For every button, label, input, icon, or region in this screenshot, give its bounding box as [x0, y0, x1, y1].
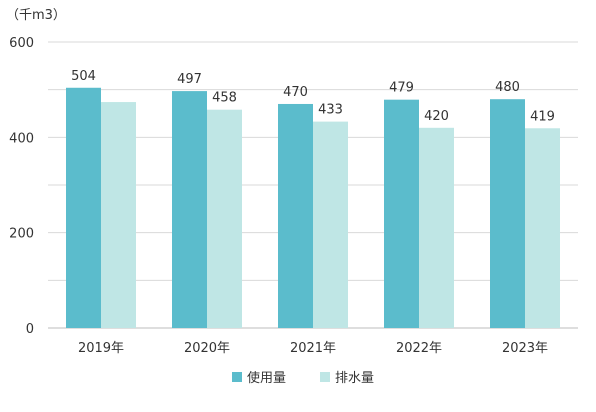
legend-swatch-使用量: [232, 372, 242, 382]
y-tick-label: 0: [26, 322, 34, 337]
y-tick-label: 200: [9, 227, 34, 242]
x-category-label: 2023年: [502, 341, 548, 356]
x-category-label: 2022年: [396, 341, 442, 356]
data-label: 497: [177, 72, 202, 87]
legend: 使用量 排水量: [232, 370, 374, 386]
data-label: 504: [71, 69, 96, 84]
data-label: 470: [283, 85, 308, 100]
y-axis-ticks: 0 200 400 600: [9, 36, 34, 337]
x-axis-category-labels: 2019年 2020年 2021年 2022年 2023年: [78, 341, 548, 356]
data-label: 433: [318, 103, 343, 118]
bar-使用量-2020年: [172, 91, 207, 328]
bar-使用量-2019年: [66, 87, 101, 328]
bars: [66, 87, 560, 328]
legend-label: 使用量: [247, 370, 286, 386]
bar-使用量-2021年: [278, 103, 313, 328]
y-axis-unit-label: （千m3）: [6, 8, 66, 23]
x-category-label: 2020年: [184, 341, 230, 356]
bar-排水量-2019年: [101, 102, 136, 328]
bar-排水量-2020年: [207, 109, 242, 328]
data-label: 458: [212, 91, 237, 106]
y-tick-label: 600: [9, 36, 34, 51]
y-tick-label: 400: [9, 131, 34, 146]
data-label: 480: [495, 80, 520, 95]
bar-使用量-2023年: [490, 99, 525, 328]
legend-swatch-排水量: [320, 372, 330, 382]
bar-排水量-2022年: [419, 127, 454, 328]
legend-label: 排水量: [335, 371, 374, 386]
x-category-label: 2021年: [290, 341, 336, 356]
data-label: 479: [389, 81, 414, 96]
bar-使用量-2022年: [384, 99, 419, 328]
x-category-label: 2019年: [78, 341, 124, 356]
bar-排水量-2021年: [313, 121, 348, 328]
data-labels: 504 497 458 470 433 479 420 480 419: [71, 69, 555, 125]
data-label: 420: [424, 109, 449, 124]
data-label: 419: [530, 109, 555, 124]
bar-排水量-2023年: [525, 128, 560, 328]
